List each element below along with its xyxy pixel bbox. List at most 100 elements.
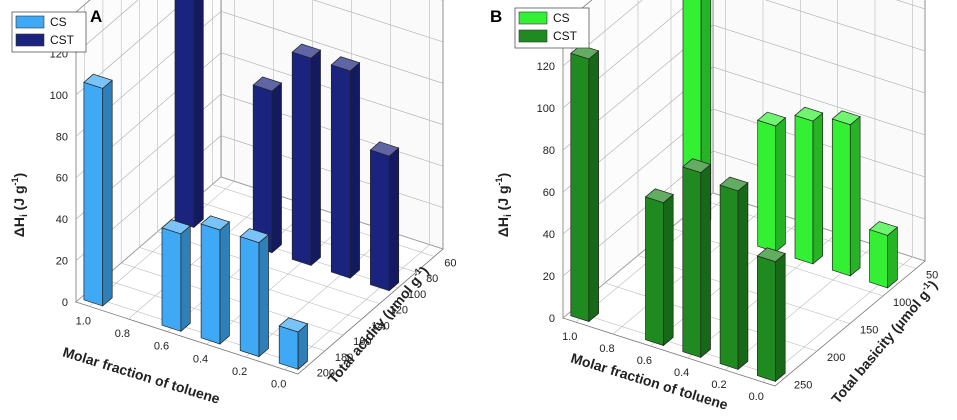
bar-top-face — [369, 141, 400, 157]
bar-top-face — [868, 221, 899, 236]
bar-cst-0_2 — [330, 56, 361, 279]
bar-front-face — [645, 196, 664, 346]
bar-top-face — [252, 76, 283, 92]
bar-front-face — [278, 325, 299, 370]
x-tick-label: 0.0 — [749, 391, 764, 403]
bar-front-face — [682, 166, 702, 358]
bar-top-face — [644, 188, 674, 204]
bar-cs-0_6 — [161, 219, 192, 333]
z-tick-label: 100 — [50, 90, 68, 102]
bar-cst-0_6 — [252, 76, 283, 254]
y-gridline — [212, 0, 435, 257]
legend-swatch-cst — [518, 29, 548, 43]
chart-a-ticks: 0204060801001201.00.80.60.40.20.02001801… — [50, 48, 457, 390]
legend-label-cs: CS — [50, 15, 67, 29]
z-tick-label: 60 — [56, 173, 68, 185]
bar-top-face — [756, 247, 786, 263]
y-gridline — [120, 0, 344, 336]
bar-side-face — [588, 50, 599, 323]
chart-panel-b: 0 20 40 60 80 100 120 1.0 0.8 0.6 0.4 0.2 0.0 250 200 1… — [490, 0, 940, 413]
x-gridline — [762, 0, 913, 383]
z-tick-label: 100 — [537, 103, 555, 115]
bar-side-face — [849, 115, 861, 277]
z-tick-label: 40 — [543, 229, 555, 241]
x-tick-label: 1.0 — [76, 315, 91, 327]
bar-side-face — [258, 233, 269, 358]
bar-side-face — [737, 182, 749, 371]
y-tick-label: 140 — [371, 320, 389, 332]
bar-front-face — [757, 255, 776, 382]
bar-side-face — [271, 82, 282, 254]
bar-side-face — [812, 112, 824, 265]
x-tick-label: 0.6 — [637, 355, 652, 367]
z-tick-label: 80 — [56, 131, 68, 143]
bar-cs-0 — [278, 317, 309, 371]
bar-front-face — [239, 236, 260, 358]
x-gridline — [89, 0, 235, 307]
bar-side-face — [310, 49, 321, 267]
z-gridline — [75, 135, 444, 261]
legend-label-cs: CS — [553, 11, 570, 25]
y-tick-label: 200 — [317, 368, 335, 380]
bar-top-face — [682, 158, 712, 173]
bar-cs-1 — [83, 73, 113, 307]
bar-front-face — [174, 0, 195, 228]
y-tick-label: 60 — [444, 258, 456, 270]
x-tick-label: 0.0 — [271, 379, 286, 391]
legend-label-cst: CST — [50, 33, 75, 47]
y-tick-label: 80 — [426, 273, 438, 285]
z-gridline — [75, 52, 444, 178]
bar-cst-1 — [570, 44, 600, 323]
bar-top-face — [794, 106, 824, 122]
bar-front-face — [161, 227, 182, 332]
z-tick-label: 60 — [543, 187, 555, 199]
bar-side-face — [700, 163, 711, 359]
y-tick-label: 100 — [408, 289, 426, 301]
bar-side-face — [102, 79, 113, 307]
z-gridline — [562, 0, 926, 109]
z-tick-label: 80 — [543, 145, 555, 157]
legend-label-cst: CST — [553, 29, 578, 43]
z-gridline — [75, 0, 444, 54]
z-gridline — [75, 93, 444, 220]
x-tick-label: 0.4 — [193, 353, 208, 365]
chart-panel-a: 0204060801001201.00.80.60.40.20.02001801… — [10, 0, 457, 407]
bar-top-face — [200, 215, 231, 231]
y-tick-label: 120 — [390, 305, 408, 317]
x-tick-label: 0.2 — [232, 366, 247, 378]
x-tick-label: 0.6 — [154, 341, 169, 353]
bar-side-face — [193, 0, 204, 229]
bar-cs-0 — [868, 221, 899, 289]
z-gridline — [75, 10, 444, 137]
chart-b-ticks: 0 20 40 60 80 100 120 1.0 0.8 0.6 0.4 0.2 0.0 250 200 1… — [537, 61, 939, 403]
bar-cst-0 — [369, 141, 400, 292]
bar-front-face — [719, 184, 739, 370]
y-tick-label: 250 — [794, 380, 812, 392]
x-tick-label: 1.0 — [562, 331, 577, 343]
bar-side-face — [775, 252, 786, 383]
bar-side-face — [349, 62, 360, 279]
y-tick-label: 160 — [353, 336, 371, 348]
bar-top-face — [330, 56, 361, 72]
bar-cs-0_2 — [831, 110, 861, 277]
y-tick-label: 150 — [860, 325, 878, 337]
x-tick-label: 0.8 — [115, 328, 130, 340]
y-tick-label: 50 — [926, 270, 938, 282]
z-tick-label: 40 — [56, 214, 68, 226]
bar-cs-0_6 — [756, 111, 787, 253]
z-gridline — [75, 0, 444, 96]
legend-a: CS CST — [11, 11, 87, 53]
x-tick-label: 0.2 — [711, 379, 726, 391]
y-tick-label: 200 — [827, 352, 845, 364]
bar-side-face — [775, 117, 786, 253]
bar-side-face — [219, 221, 230, 345]
z-axis-title: ΔHi (J g-1) — [10, 173, 30, 237]
chart-b-bars — [570, 0, 899, 383]
z-gridline — [562, 66, 926, 193]
bar-top-face — [239, 228, 270, 244]
x-gridline — [284, 0, 431, 370]
z-gridline — [562, 24, 926, 151]
z-tick-label: 20 — [543, 271, 555, 283]
bar-side-face — [663, 193, 674, 347]
